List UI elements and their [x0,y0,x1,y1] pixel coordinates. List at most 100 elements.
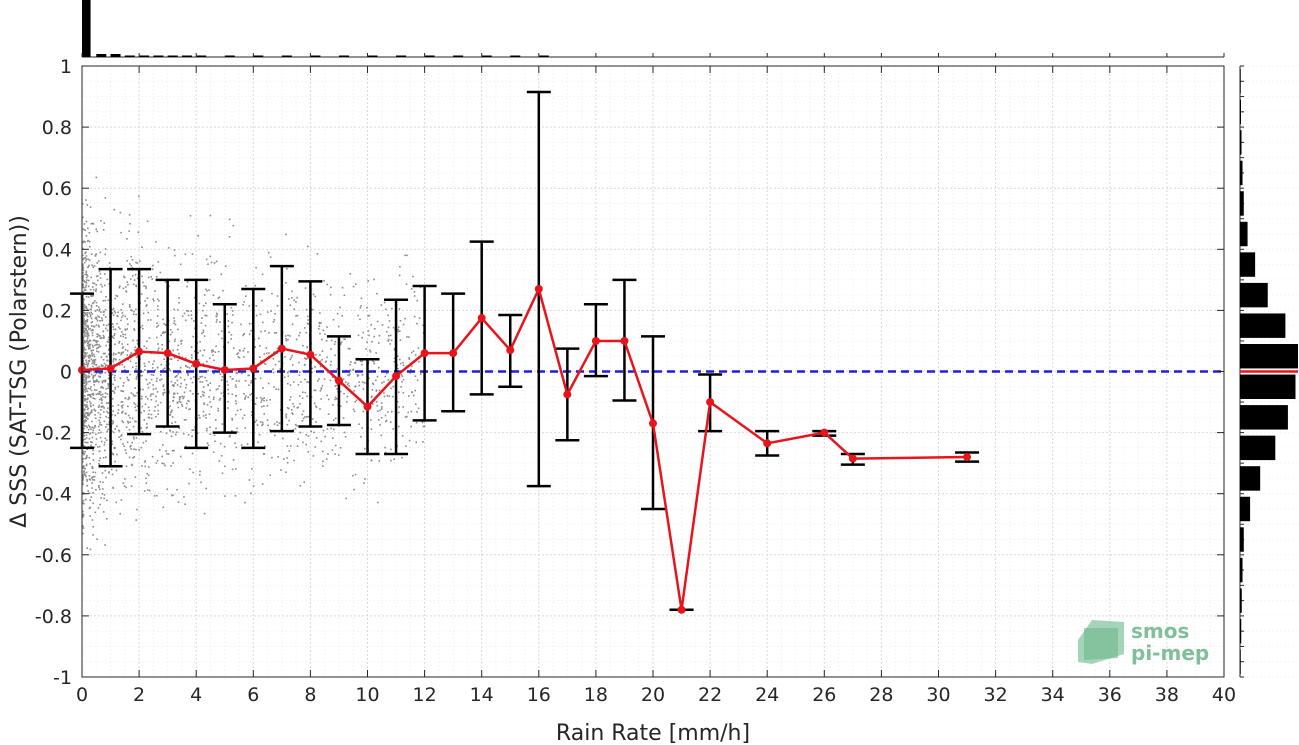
scatter-point [312,308,314,311]
scatter-point [302,417,305,420]
scatter-point [232,314,234,316]
scatter-point [296,296,298,299]
scatter-point [87,227,89,230]
scatter-point [361,427,363,429]
scatter-point [348,374,351,377]
scatter-point [217,350,220,353]
scatter-point [88,360,91,363]
scatter-point [383,392,385,394]
scatter-point [203,512,206,515]
scatter-point [156,460,159,462]
scatter-point [129,445,132,448]
scatter-point [205,414,207,416]
scatter-point [164,331,167,333]
mean-point [192,359,201,368]
scatter-point [177,501,180,503]
scatter-point [191,429,193,432]
x-tick-label: 10 [355,684,379,706]
scatter-point [82,228,85,231]
scatter-point [148,361,150,363]
scatter-point [156,322,158,324]
scatter-point [133,310,135,313]
scatter-point [301,413,303,416]
scatter-point [115,501,118,504]
scatter-point [295,301,297,303]
scatter-point [162,444,164,446]
scatter-point [106,359,108,362]
scatter-point [179,385,182,388]
scatter-point [150,319,152,321]
scatter-point [173,317,175,319]
scatter-point [293,381,295,383]
scatter-point [84,363,86,366]
scatter-point [363,482,365,484]
scatter-point [301,397,304,399]
scatter-point [102,395,104,398]
scatter-point [174,382,176,384]
scatter-point [84,313,87,316]
top-hist-bar [196,55,207,57]
scatter-point [319,354,321,356]
scatter-point [180,382,182,385]
scatter-point [160,430,162,433]
scatter-point [85,220,88,223]
scatter-point [173,320,176,322]
scatter-point [240,323,242,326]
scatter-point [174,254,176,257]
scatter-point [91,328,94,331]
scatter-point [377,419,380,421]
scatter-point [107,387,109,389]
scatter-point [368,314,371,317]
scatter-point [361,381,364,383]
scatter-point [385,419,388,422]
scatter-point [171,450,174,452]
scatter-point [143,285,145,287]
scatter-point [133,456,136,458]
scatter-point [231,468,234,471]
scatter-point [343,338,345,340]
scatter-point [88,400,91,403]
scatter-point [177,406,180,409]
scatter-point [408,439,411,442]
scatter-point [133,395,135,397]
scatter-point [227,388,229,391]
scatter-point [118,364,121,366]
scatter-point [417,347,420,349]
scatter-point [95,433,97,436]
scatter-point [100,386,102,389]
scatter-point [212,350,215,353]
scatter-point [369,349,371,352]
scatter-point [90,389,93,392]
scatter-point [149,382,151,384]
scatter-point [86,332,88,334]
scatter-point [156,494,158,497]
scatter-point [307,381,310,383]
scatter-point [126,343,129,346]
scatter-point [100,394,102,396]
scatter-point [87,324,89,327]
scatter-point [400,362,402,365]
scatter-point [108,348,110,350]
scatter-point [84,468,86,470]
scatter-point [89,308,91,311]
scatter-point [121,411,123,414]
scatter-point [385,330,388,333]
scatter-point [105,324,108,327]
scatter-point [134,420,136,423]
scatter-point [83,315,86,317]
scatter-point [209,401,211,403]
scatter-point [140,446,143,449]
scatter-point [359,360,362,363]
scatter-point [107,383,109,385]
scatter-point [227,325,229,328]
scatter-point [103,494,106,496]
scatter-point [120,405,123,407]
scatter-point [307,415,310,418]
scatter-point [103,441,106,444]
scatter-point [99,376,102,378]
top-marginal-histogram [81,0,1225,58]
scatter-point [416,299,419,302]
scatter-point [367,330,370,332]
scatter-point [96,380,98,382]
scatter-point [93,384,95,386]
